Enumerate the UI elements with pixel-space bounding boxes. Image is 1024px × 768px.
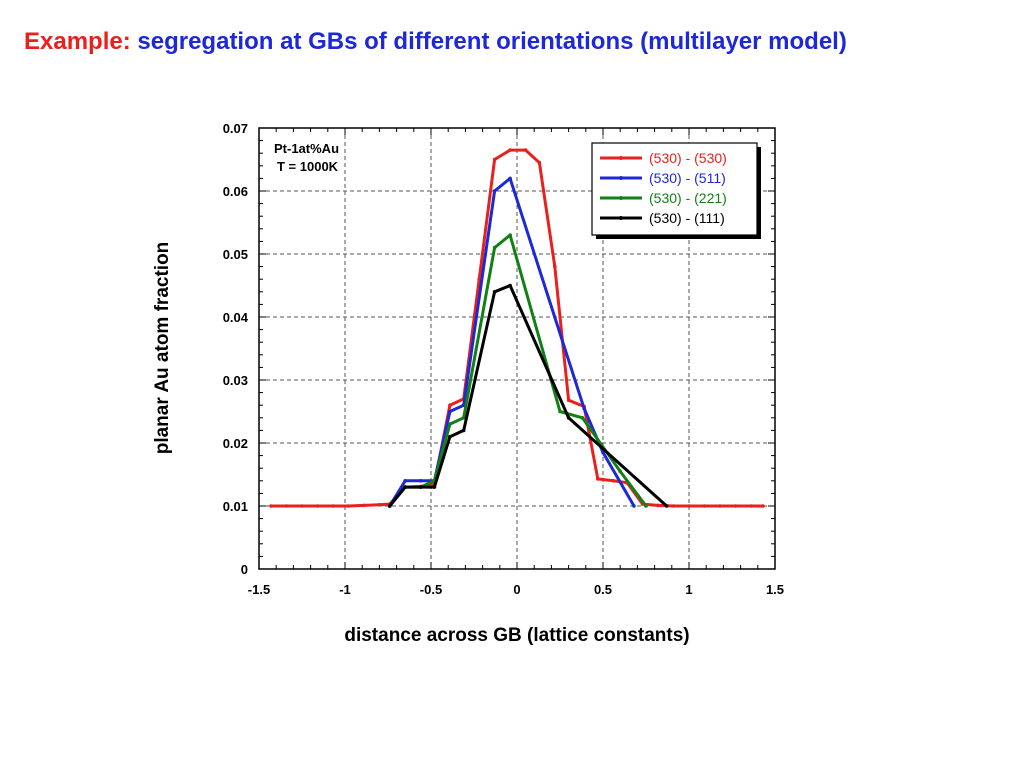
slide-title-prefix: Example: xyxy=(24,28,131,55)
data-point xyxy=(418,479,423,483)
data-point xyxy=(432,485,437,489)
data-point xyxy=(687,504,691,508)
y-tick-label: 0 xyxy=(241,562,248,577)
data-point xyxy=(362,503,366,508)
legend-label-3: (530) - (221) xyxy=(649,190,727,206)
y-tick-label: 0.05 xyxy=(223,247,248,262)
x-tick-label: 0.5 xyxy=(594,582,612,597)
data-point xyxy=(346,504,351,508)
y-tick-label: 0.03 xyxy=(223,373,248,388)
data-point xyxy=(331,504,335,508)
x-tick-label: 1.5 xyxy=(766,582,784,597)
data-point xyxy=(492,189,497,193)
data-point xyxy=(387,504,392,508)
data-point xyxy=(611,479,616,483)
data-point xyxy=(284,504,289,508)
y-tick-label: 0.02 xyxy=(223,436,248,451)
data-point xyxy=(508,283,512,288)
data-point xyxy=(718,504,722,508)
data-point xyxy=(448,409,452,414)
y-tick-label: 0.01 xyxy=(223,499,248,514)
data-point xyxy=(523,148,528,152)
data-point xyxy=(733,504,738,508)
data-point xyxy=(596,477,600,481)
slide-title-main: segregation at GBs of different orientat… xyxy=(137,28,847,55)
data-point xyxy=(300,504,304,508)
data-point xyxy=(448,422,452,426)
data-point xyxy=(477,277,481,282)
data-point xyxy=(553,264,557,269)
legend: (530) - (530) (530) - (511) (530) - (221) (… xyxy=(591,142,761,239)
data-point xyxy=(461,416,466,420)
tick-labels: -1.5 -1 -0.5 0 0.5 1 1.5 0 0.01 0.02 0.03 0.04 0.05 0… xyxy=(223,121,784,597)
data-point xyxy=(508,148,512,152)
data-point xyxy=(461,428,466,433)
data-point xyxy=(656,503,660,508)
data-point xyxy=(702,504,707,508)
data-point xyxy=(448,434,452,439)
data-point xyxy=(632,504,636,508)
y-tick-label: 0.07 xyxy=(223,121,248,136)
data-point xyxy=(377,502,382,507)
data-point xyxy=(492,290,497,294)
data-point xyxy=(664,504,669,508)
data-point xyxy=(315,504,320,508)
data-point xyxy=(749,504,753,508)
y-tick-label: 0.06 xyxy=(223,184,248,199)
legend-marker xyxy=(619,216,623,220)
slide-title: Example: segregation at GBs of different… xyxy=(24,28,847,56)
legend-marker xyxy=(619,156,623,160)
x-tick-label: 1 xyxy=(685,582,692,597)
data-point xyxy=(492,157,497,162)
legend-marker xyxy=(619,196,623,200)
data-point xyxy=(644,504,648,508)
series-line-3 xyxy=(388,233,648,507)
data-point xyxy=(403,479,408,483)
alloy-annotation: Pt-1at%Au xyxy=(274,141,339,156)
data-point xyxy=(418,485,423,489)
data-point xyxy=(566,416,571,420)
data-point xyxy=(566,398,571,402)
data-point xyxy=(671,504,676,508)
data-point xyxy=(580,416,585,420)
legend-label-2: (530) - (511) xyxy=(649,170,726,186)
data-point xyxy=(492,245,497,250)
x-tick-label: -1.5 xyxy=(248,582,270,597)
x-axis-title: distance across GB (lattice constants) xyxy=(344,625,689,646)
series-line-1 xyxy=(271,148,763,508)
data-point xyxy=(508,176,512,181)
y-axis-title: planar Au atom fraction xyxy=(152,242,173,455)
plot-series xyxy=(269,148,765,508)
plot-frame xyxy=(258,127,776,570)
series-line-4 xyxy=(388,284,668,508)
data-point xyxy=(582,406,586,411)
y-tick-label: 0.04 xyxy=(223,310,249,325)
legend-label-1: (530) - (530) xyxy=(649,150,727,166)
temperature-annotation: T = 1000K xyxy=(277,159,339,174)
data-point xyxy=(618,469,622,474)
data-point xyxy=(448,403,452,408)
data-point xyxy=(558,409,562,414)
data-point xyxy=(403,485,408,489)
data-point xyxy=(761,504,765,508)
data-point xyxy=(537,160,542,165)
data-point xyxy=(508,233,512,237)
x-tick-label: 0 xyxy=(513,582,520,597)
x-tick-label: -1 xyxy=(339,582,351,597)
x-tick-label: -0.5 xyxy=(420,582,442,597)
legend-label-4: (530) - (111) xyxy=(649,210,725,226)
legend-marker xyxy=(619,176,623,180)
data-point xyxy=(269,504,273,508)
